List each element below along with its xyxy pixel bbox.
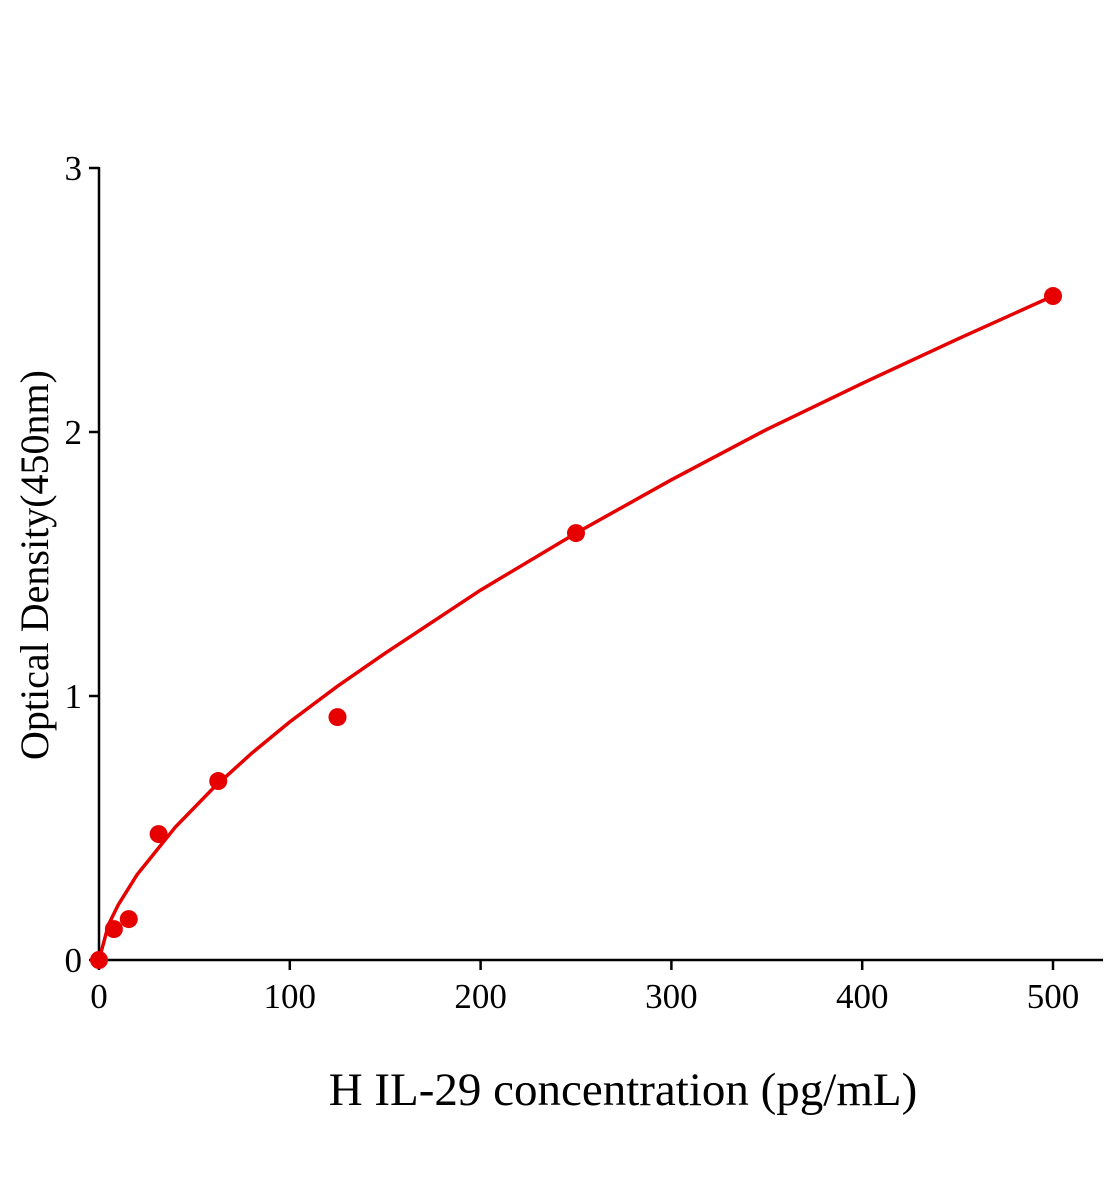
data-point <box>1044 287 1062 306</box>
y-axis-title: Optical Density(450nm) <box>12 370 57 760</box>
y-tick-label: 2 <box>65 413 83 452</box>
data-point <box>328 708 347 727</box>
data-point <box>104 920 123 939</box>
x-tick-label: 300 <box>645 977 698 1016</box>
x-axis-title: H IL-29 concentration (pg/mL) <box>329 1064 918 1116</box>
y-tick-label: 3 <box>65 149 83 188</box>
data-point <box>149 825 168 844</box>
data-point <box>209 772 228 791</box>
x-tick-label: 100 <box>264 977 317 1016</box>
y-tick-label: 1 <box>65 677 83 716</box>
data-point <box>90 951 108 969</box>
fit-curve <box>97 294 1054 961</box>
x-tick-label: 200 <box>454 977 507 1016</box>
x-tick-label: 400 <box>836 977 889 1016</box>
axes <box>97 167 1103 962</box>
data-point <box>567 524 585 543</box>
x-tick-label: 500 <box>1027 977 1080 1016</box>
data-point <box>119 910 138 929</box>
y-tick-label: 0 <box>65 941 83 980</box>
x-tick-label: 0 <box>90 977 108 1016</box>
